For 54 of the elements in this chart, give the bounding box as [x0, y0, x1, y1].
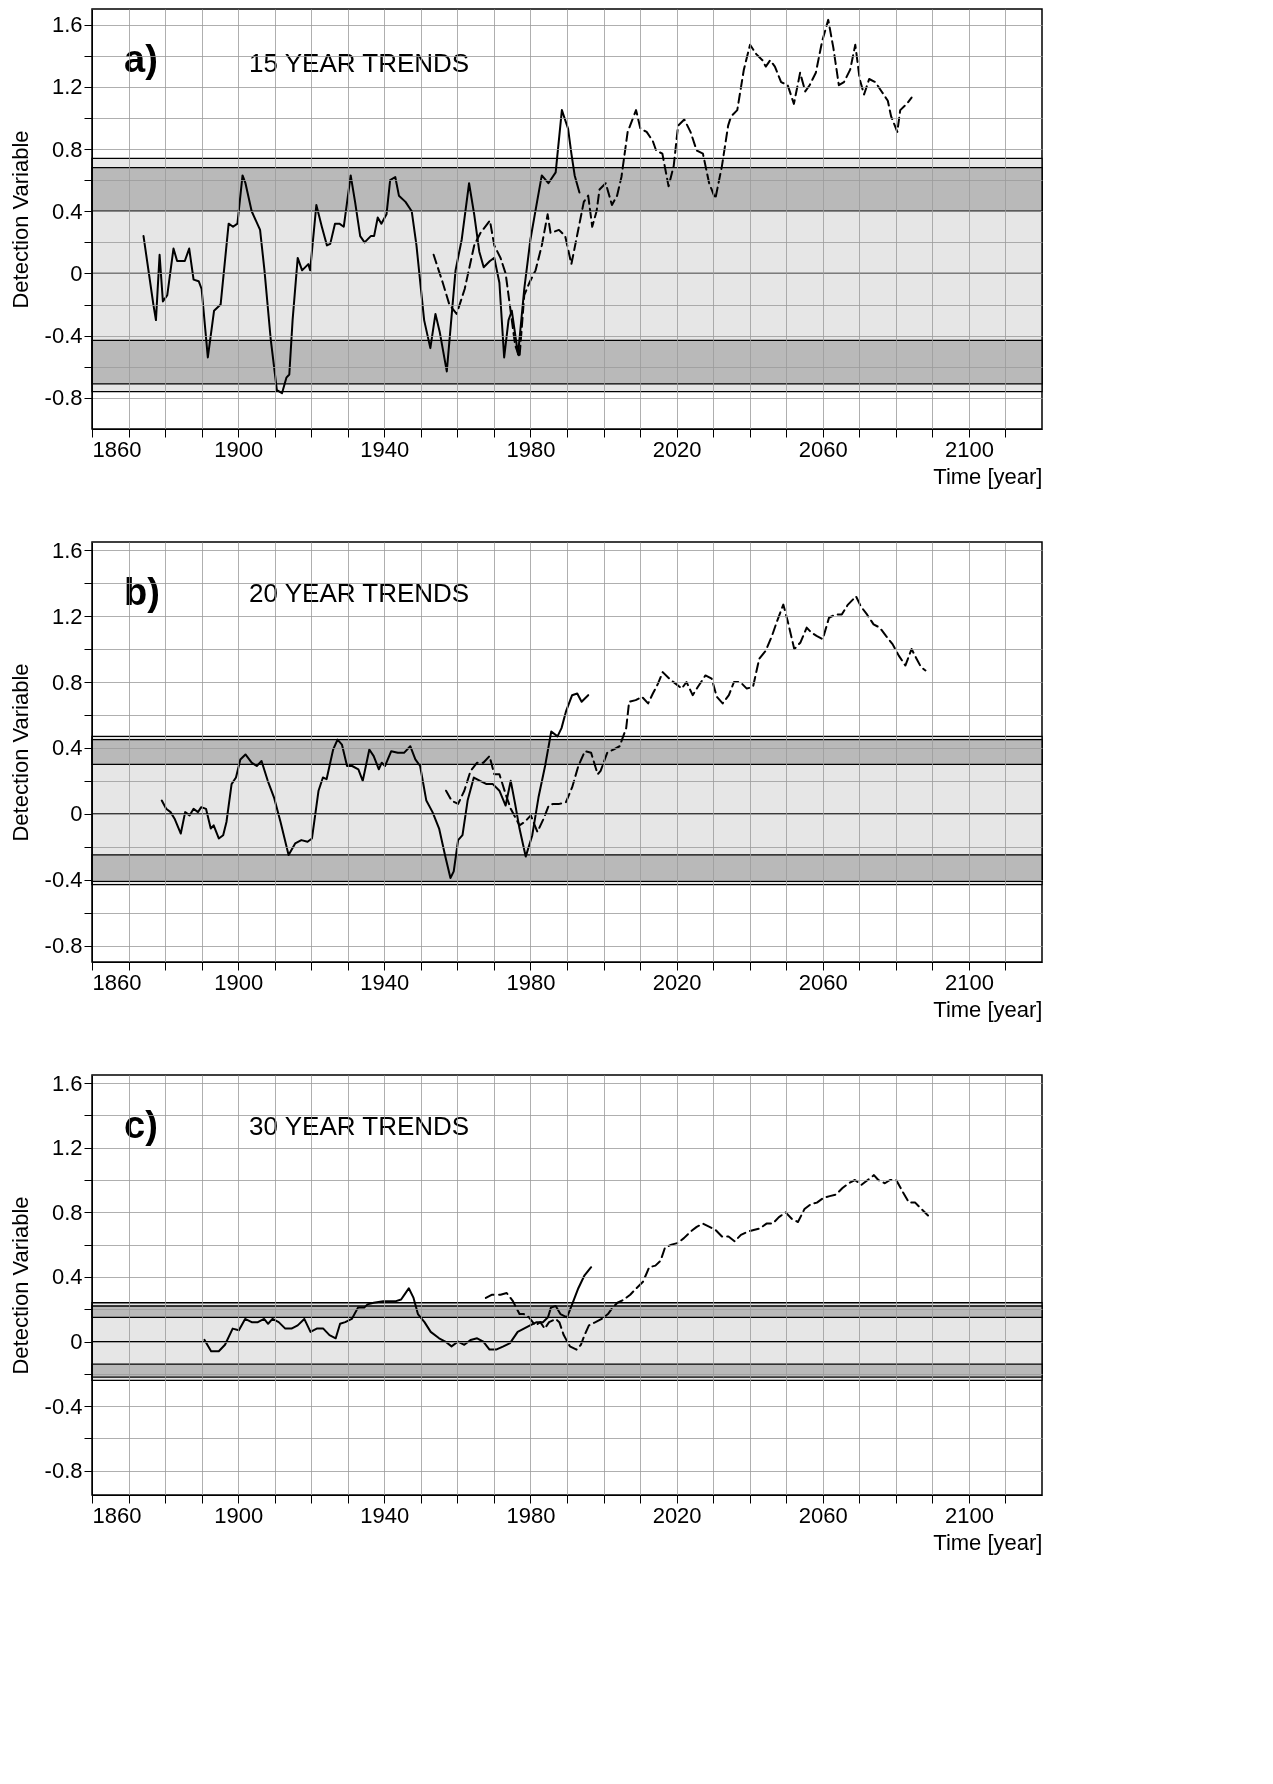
x-tick-label: 2020: [652, 1502, 702, 1528]
x-tick-label: 1980: [506, 436, 556, 462]
x-tick-label: 2020: [652, 969, 702, 995]
x-tick-label: 1860: [92, 969, 142, 995]
x-axis-title: Time [year]: [933, 1529, 1043, 1555]
y-tick-label: 0.4: [51, 735, 83, 761]
y-tick-label: 0: [70, 260, 83, 286]
y-tick-label: 1.2: [51, 1135, 83, 1161]
y-tick-label: 0.4: [51, 198, 83, 224]
y-tick-label: -0.4: [44, 323, 83, 349]
x-tick-label: 1980: [506, 1502, 556, 1528]
x-tick-label: 2060: [798, 969, 848, 995]
x-tick-label: 2100: [944, 969, 994, 995]
x-tick-label: 1900: [214, 436, 264, 462]
y-tick-label: -0.8: [44, 1458, 83, 1484]
x-tick-label: 1900: [214, 1502, 264, 1528]
x-axis-title: Time [year]: [933, 996, 1043, 1022]
x-tick-label: 2020: [652, 436, 702, 462]
y-tick-label: -0.8: [44, 385, 83, 411]
y-tick-label: 1.6: [51, 12, 83, 38]
x-tick-label: 2100: [944, 436, 994, 462]
text: 20 YEAR TRENDS: [249, 578, 470, 609]
x-tick-label: 1900: [214, 969, 264, 995]
y-tick-label: 0: [70, 801, 83, 827]
y-tick-label: 1.6: [51, 1070, 83, 1096]
text: 30 YEAR TRENDS: [249, 1111, 470, 1142]
y-axis-title: Detection Variable: [7, 663, 33, 842]
x-tick-label: 1940: [360, 1502, 410, 1528]
x-tick-label: 1980: [506, 969, 556, 995]
annotation: c): [124, 1104, 158, 1146]
y-tick-label: 0.8: [51, 669, 83, 695]
x-tick-label: 2060: [798, 1502, 848, 1528]
y-tick-label: -0.8: [44, 933, 83, 959]
y-tick-label: 0.4: [51, 1264, 83, 1290]
y-tick-label: 1.2: [51, 603, 83, 629]
x-tick-label: 2060: [798, 436, 848, 462]
y-tick-label: 0: [70, 1329, 83, 1355]
x-axis-title: Time [year]: [933, 463, 1043, 489]
y-tick-label: -0.4: [44, 867, 83, 893]
x-tick-label: 2100: [944, 1502, 994, 1528]
y-tick-label: 1.6: [51, 537, 83, 563]
y-axis-title: Detection Variable: [7, 130, 33, 309]
y-tick-label: -0.4: [44, 1393, 83, 1419]
x-tick-label: 1860: [92, 436, 142, 462]
x-tick-label: 1940: [360, 436, 410, 462]
x-tick-label: 1860: [92, 1502, 142, 1528]
y-axis-title: Detection Variable: [7, 1196, 33, 1375]
annotation: a): [124, 38, 158, 80]
y-tick-label: 0.8: [51, 1199, 83, 1225]
x-tick-label: 1940: [360, 969, 410, 995]
annotation: b): [124, 571, 160, 613]
text: 15 YEAR TRENDS: [249, 48, 470, 78]
y-tick-label: 0.8: [51, 136, 83, 162]
y-tick-label: 1.2: [51, 74, 83, 100]
